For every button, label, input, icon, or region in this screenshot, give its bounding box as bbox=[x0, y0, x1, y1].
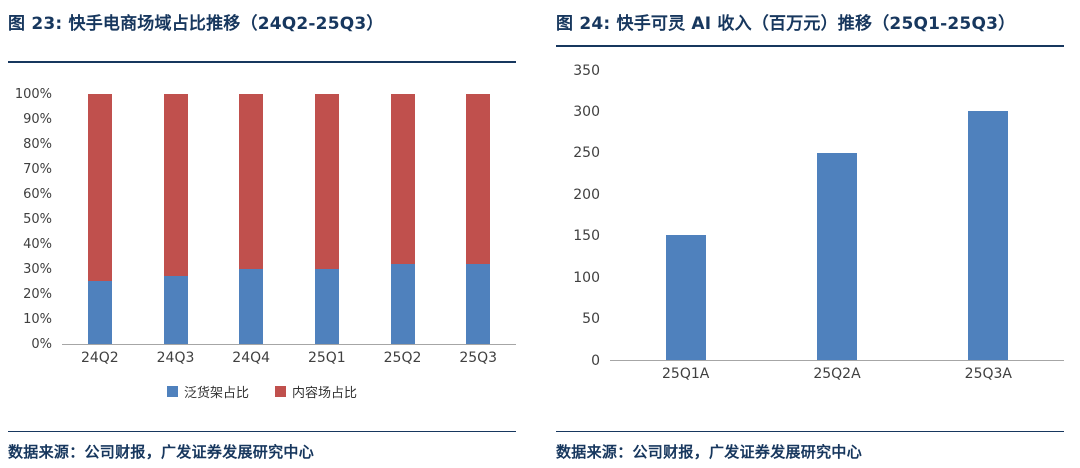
y-axis-labels: 350 300 250 200 150 100 50 0 bbox=[556, 64, 610, 368]
figure-23-panel: 图 23: 快手电商场域占比推移（24Q2-25Q3） 100% 90% 80% 70… bbox=[8, 6, 516, 462]
x-tick-label: 25Q3 bbox=[459, 349, 498, 366]
bar-slot bbox=[289, 93, 365, 344]
y-tick-label: 80% bbox=[23, 136, 52, 152]
y-tick-label: 150 bbox=[573, 228, 600, 245]
y-tick-label: 350 bbox=[573, 62, 600, 79]
source-footer: 数据来源：公司财报，广发证券发展研究中心 bbox=[8, 431, 516, 462]
bar-slot bbox=[913, 71, 1064, 360]
segment-内容场占比 bbox=[314, 93, 339, 269]
y-tick-label: 60% bbox=[23, 186, 52, 202]
title-divider bbox=[8, 60, 516, 63]
legend-label: 内容场占比 bbox=[292, 385, 358, 401]
x-tick-label: 24Q3 bbox=[156, 349, 195, 366]
bar-slot bbox=[440, 93, 516, 344]
title-divider bbox=[556, 44, 1064, 47]
y-tick-label: 100% bbox=[14, 86, 52, 102]
segment-内容场占比 bbox=[466, 93, 491, 264]
x-axis-labels: 25Q1A 25Q2A 25Q3A bbox=[610, 361, 1064, 382]
footer-divider bbox=[8, 431, 516, 432]
segment-泛货架占比 bbox=[163, 276, 188, 344]
value-bar-25Q3A bbox=[968, 111, 1009, 360]
segment-泛货架占比 bbox=[239, 268, 264, 344]
value-bar-25Q2A bbox=[816, 152, 857, 360]
segment-泛货架占比 bbox=[466, 263, 491, 344]
bar-slot bbox=[213, 93, 289, 344]
x-axis-labels: 24Q2 24Q3 24Q4 25Q1 25Q2 25Q3 bbox=[62, 345, 516, 366]
x-tick-label: 24Q4 bbox=[232, 349, 271, 366]
x-tick-label: 25Q3A bbox=[964, 365, 1012, 382]
legend-item: 泛货架占比 bbox=[166, 382, 249, 401]
y-tick-label: 50% bbox=[23, 211, 52, 227]
bar-chart: 350 300 250 200 150 100 50 0 bbox=[556, 64, 1064, 368]
legend-label: 泛货架占比 bbox=[183, 385, 249, 401]
y-tick-label: 10% bbox=[23, 311, 52, 327]
legend-swatch bbox=[275, 385, 286, 397]
x-tick-label: 24Q2 bbox=[80, 349, 119, 366]
stacked-bar-chart: 100% 90% 80% 70% 60% 50% 40% 30% 20% 10% 0% bbox=[8, 87, 516, 351]
figure-24-panel: 图 24: 快手可灵 AI 收入（百万元）推移（25Q1-25Q3） 350 30… bbox=[556, 6, 1064, 462]
y-tick-label: 20% bbox=[23, 286, 52, 302]
bar-slot bbox=[610, 71, 761, 360]
bar-slot bbox=[138, 93, 214, 344]
y-tick-label: 100 bbox=[573, 269, 600, 286]
segment-泛货架占比 bbox=[390, 263, 415, 344]
plot-area bbox=[610, 71, 1064, 361]
value-bar-25Q1A bbox=[665, 235, 706, 360]
segment-泛货架占比 bbox=[87, 281, 112, 344]
x-tick-label: 25Q2A bbox=[813, 365, 861, 382]
footer-divider bbox=[556, 431, 1064, 432]
plot-area bbox=[62, 93, 516, 345]
y-tick-label: 250 bbox=[573, 145, 600, 162]
segment-内容场占比 bbox=[239, 93, 264, 269]
y-tick-label: 0 bbox=[591, 352, 600, 369]
y-tick-label: 50 bbox=[582, 311, 600, 328]
stacked-bar-24Q3 bbox=[163, 93, 188, 344]
x-tick-label: 25Q2 bbox=[383, 349, 422, 366]
stacked-bar-25Q1 bbox=[314, 93, 339, 344]
bar-slot bbox=[365, 93, 441, 344]
y-tick-label: 300 bbox=[573, 104, 600, 121]
y-tick-label: 70% bbox=[23, 161, 52, 177]
y-axis-labels: 100% 90% 80% 70% 60% 50% 40% 30% 20% 10% 0% bbox=[8, 87, 62, 351]
stacked-bar-25Q3 bbox=[466, 93, 491, 344]
chart-legend: 泛货架占比 内容场占比 bbox=[8, 382, 516, 401]
x-tick-label: 25Q1 bbox=[307, 349, 346, 366]
segment-内容场占比 bbox=[390, 93, 415, 264]
segment-泛货架占比 bbox=[314, 268, 339, 344]
figure-24-title: 图 24: 快手可灵 AI 收入（百万元）推移（25Q1-25Q3） bbox=[556, 14, 1016, 34]
bar-slot bbox=[761, 71, 912, 360]
figure-23-title: 图 23: 快手电商场域占比推移（24Q2-25Q3） bbox=[8, 14, 384, 34]
segment-内容场占比 bbox=[87, 93, 112, 282]
x-tick-label: 25Q1A bbox=[662, 365, 710, 382]
y-tick-label: 90% bbox=[23, 111, 52, 127]
stacked-bar-24Q4 bbox=[239, 93, 264, 344]
source-note: 数据来源：公司财报，广发证券发展研究中心 bbox=[556, 443, 863, 461]
source-footer: 数据来源：公司财报，广发证券发展研究中心 bbox=[556, 431, 1064, 462]
y-tick-label: 30% bbox=[23, 261, 52, 277]
source-note: 数据来源：公司财报，广发证券发展研究中心 bbox=[8, 443, 315, 461]
bar-slot bbox=[62, 93, 138, 344]
stacked-bar-24Q2 bbox=[87, 93, 112, 344]
y-tick-label: 200 bbox=[573, 186, 600, 203]
legend-swatch bbox=[166, 385, 178, 397]
segment-内容场占比 bbox=[163, 93, 188, 277]
y-tick-label: 40% bbox=[23, 236, 52, 252]
legend-item: 内容场占比 bbox=[275, 382, 357, 401]
stacked-bar-25Q2 bbox=[390, 93, 415, 344]
y-tick-label: 0% bbox=[31, 336, 52, 352]
